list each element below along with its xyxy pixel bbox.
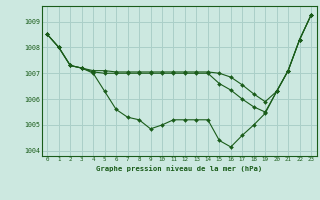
- X-axis label: Graphe pression niveau de la mer (hPa): Graphe pression niveau de la mer (hPa): [96, 165, 262, 172]
